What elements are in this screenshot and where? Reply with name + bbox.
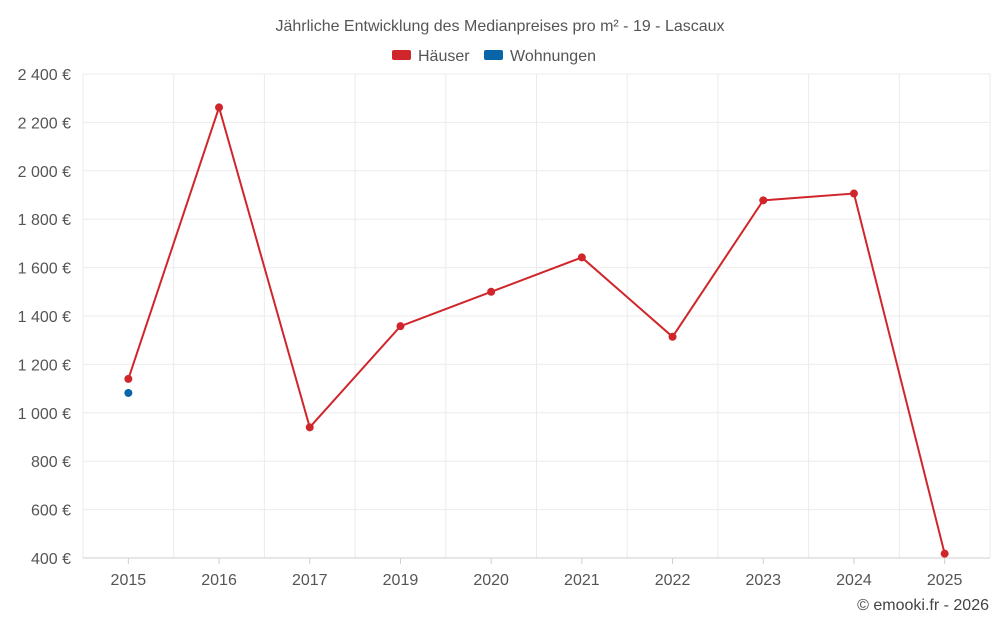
y-tick-label: 400 € [31, 551, 71, 568]
data-point[interactable] [668, 332, 677, 341]
x-tick-label: 2025 [927, 572, 963, 589]
series-apartments [124, 388, 133, 397]
y-tick-label: 2 200 € [18, 115, 71, 132]
x-tick-label: 2024 [836, 572, 872, 589]
footer-credit: © emooki.fr - 2026 [857, 597, 989, 614]
y-tick-label: 2 000 € [18, 164, 71, 181]
series-houses [124, 103, 949, 558]
x-tick-label: 2020 [473, 572, 509, 589]
data-point[interactable] [215, 103, 224, 112]
x-tick-label: 2016 [201, 572, 237, 589]
series [124, 103, 949, 558]
y-tick-label: 1 800 € [18, 212, 71, 229]
legend-label-houses[interactable]: Häuser [418, 48, 470, 65]
grid [82, 73, 991, 559]
data-point[interactable] [305, 423, 314, 432]
y-tick-label: 1 000 € [18, 406, 71, 423]
data-point[interactable] [124, 388, 133, 397]
x-tick-label: 2021 [564, 572, 600, 589]
data-point[interactable] [396, 322, 405, 331]
legend-swatch-houses [392, 50, 411, 60]
y-tick-label: 1 200 € [18, 357, 71, 374]
chart-title: Jährliche Entwicklung des Medianpreises … [275, 18, 724, 35]
data-point[interactable] [759, 196, 768, 205]
data-point[interactable] [124, 374, 133, 383]
x-tick-label: 2019 [383, 572, 419, 589]
x-tick-label: 2023 [745, 572, 781, 589]
y-tick-label: 1 600 € [18, 261, 71, 278]
x-tick-label: 2017 [292, 572, 328, 589]
y-tick-label: 1 400 € [18, 309, 71, 326]
y-tick-label: 2 400 € [18, 67, 71, 84]
y-tick-label: 600 € [31, 503, 71, 520]
data-point[interactable] [940, 549, 949, 558]
x-tick-label: 2015 [111, 572, 147, 589]
legend[interactable]: Häuser Wohnungen [392, 48, 596, 65]
legend-swatch-apartments [484, 50, 503, 60]
data-point[interactable] [487, 287, 496, 296]
y-tick-label: 800 € [31, 454, 71, 471]
legend-label-apartments[interactable]: Wohnungen [510, 48, 596, 65]
data-point[interactable] [577, 253, 586, 262]
x-tick-label: 2022 [655, 572, 691, 589]
series-line [127, 104, 946, 554]
axes: 2 400 € 2 200 € 2 000 € 1 800 € 1 600 € 1 400… [18, 67, 990, 589]
data-point[interactable] [849, 189, 858, 198]
